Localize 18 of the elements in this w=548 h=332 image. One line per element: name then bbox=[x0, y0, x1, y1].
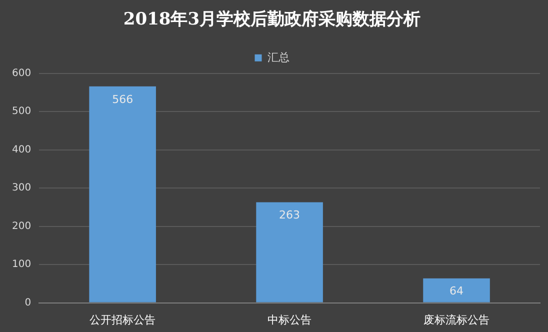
y-tick-label: 0 bbox=[24, 297, 32, 308]
chart-title: 2018年3月学校后勤政府采购数据分析 bbox=[123, 10, 421, 30]
data-label: 566 bbox=[112, 92, 134, 106]
x-tick-label: 废标流标公告 bbox=[424, 313, 490, 326]
bar bbox=[423, 278, 490, 302]
y-tick-label: 600 bbox=[12, 68, 32, 79]
y-tick-label: 300 bbox=[12, 182, 32, 194]
bar bbox=[89, 86, 156, 302]
bar bbox=[256, 202, 323, 302]
data-label: 263 bbox=[279, 208, 300, 222]
y-tick-label: 400 bbox=[12, 144, 32, 156]
legend-label: 汇总 bbox=[267, 50, 290, 64]
data-label: 64 bbox=[450, 284, 464, 298]
y-tick-label: 500 bbox=[12, 106, 32, 118]
y-tick-label: 200 bbox=[12, 220, 32, 232]
y-tick-label: 100 bbox=[12, 259, 32, 270]
x-tick-label: 公开招标公告 bbox=[90, 313, 156, 326]
x-tick-label: 中标公告 bbox=[268, 313, 312, 326]
